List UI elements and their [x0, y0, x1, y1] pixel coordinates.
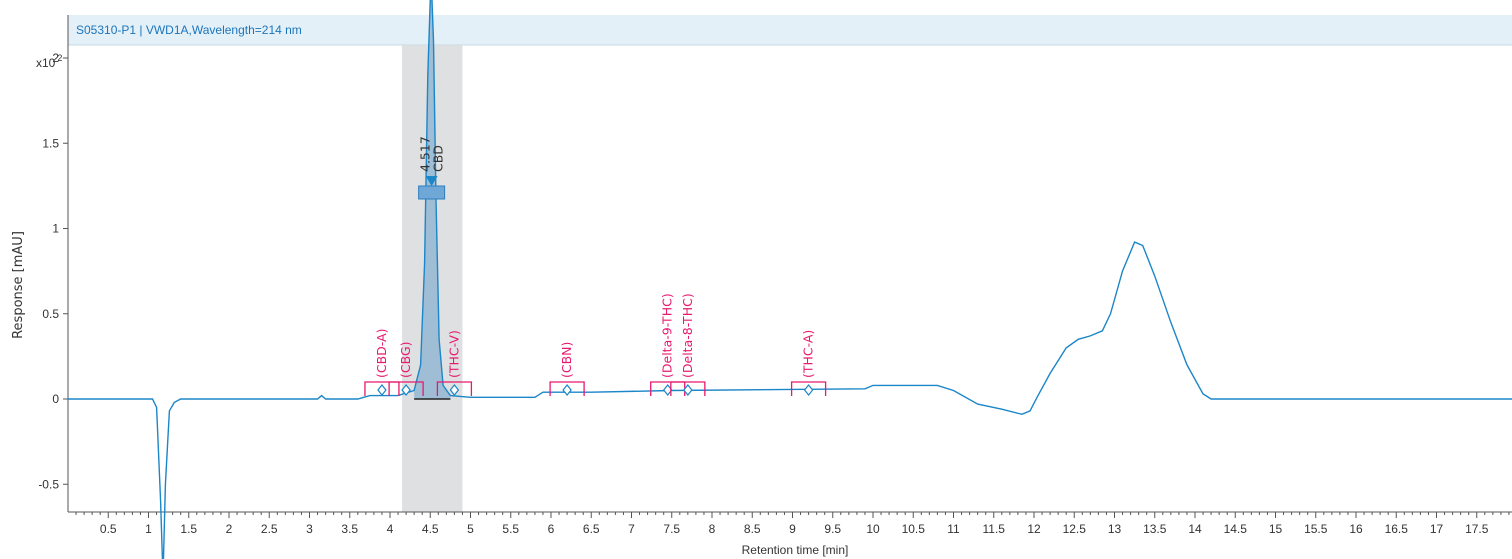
compound-label: (Delta-8-THC) — [680, 293, 695, 378]
x-tick-label: 17 — [1430, 522, 1444, 536]
series-layer — [68, 0, 1512, 559]
y-tick-label: 0 — [52, 392, 59, 406]
x-tick-label: 6.5 — [583, 522, 600, 536]
compound-label: (CBG) — [398, 341, 413, 378]
compound-diamond — [377, 384, 387, 396]
x-tick-label: 8 — [709, 522, 716, 536]
x-tick-label: 4 — [387, 522, 394, 536]
x-tick-label: 2 — [226, 522, 233, 536]
y-tick-label: 2 — [52, 51, 59, 65]
peak-rt-label: 4.517 — [418, 136, 433, 172]
y-tick-label: 1.5 — [42, 136, 59, 150]
x-tick-label: 17.5 — [1465, 522, 1489, 536]
compound-label: (CBN) — [559, 342, 574, 378]
x-tick-label: 4.5 — [422, 522, 439, 536]
x-tick-label: 7.5 — [663, 522, 680, 536]
x-tick-label: 16 — [1349, 522, 1363, 536]
compound-diamond — [401, 384, 411, 396]
x-tick-label: 9.5 — [824, 522, 841, 536]
x-tick-label: 5.5 — [502, 522, 519, 536]
compound-bracket — [388, 381, 424, 396]
x-tick-label: 13 — [1108, 522, 1122, 536]
x-tick-label: 8.5 — [744, 522, 761, 536]
x-tick-label: 11.5 — [983, 522, 1006, 536]
x-ticks: 0.5 1 1.5 2 2.5 3 3.5 4 4.5 5 5.5 6 6.5 7 7.5 8 8.5 9 9.5 1… — [75, 512, 1510, 536]
compound-marker: (CBN) — [549, 342, 585, 396]
title-bar — [68, 15, 1512, 45]
y-tick-label: 0.5 — [42, 307, 59, 321]
compound-marker: (THC-A) — [790, 330, 827, 396]
x-tick-label: 15 — [1269, 522, 1283, 536]
y-multiplier: x10 2 — [36, 53, 62, 70]
x-tick-label: 12 — [1027, 522, 1041, 536]
compound-label: (Delta-9-THC) — [660, 293, 675, 378]
y-multiplier-exponent: 2 — [57, 53, 62, 63]
series-line — [68, 0, 1512, 559]
x-tick-label: 14 — [1188, 522, 1202, 536]
x-tick-label: 16.5 — [1385, 522, 1409, 536]
y-tick-label: -0.5 — [38, 477, 59, 491]
peak-apex-marker — [425, 176, 438, 186]
compound-bracket — [436, 381, 473, 396]
x-tick-label: 3.5 — [341, 522, 358, 536]
x-tick-label: 11 — [947, 522, 960, 536]
peak-apex-box — [418, 185, 446, 200]
x-tick-label: 9 — [789, 522, 796, 536]
compound-diamond — [683, 384, 693, 396]
x-tick-label: 10.5 — [902, 522, 926, 536]
compound-bracket — [670, 381, 706, 396]
x-tick-label: 12.5 — [1063, 522, 1087, 536]
compound-label: (THC-A) — [801, 330, 816, 378]
y-axis-title: Response [mAU] — [11, 231, 26, 339]
compound-marker: (CBD-A) — [364, 329, 400, 396]
x-tick-label: 2.5 — [261, 522, 278, 536]
compound-label: (CBD-A) — [374, 329, 389, 378]
compound-marker: (THC-V) — [436, 330, 473, 396]
compound-markers: (CBD-A) (CBG) (THC-V) (CBN) (Delta-9-THC) (De… — [364, 293, 827, 396]
x-tick-label: 5 — [467, 522, 474, 536]
x-tick-label: 10 — [866, 522, 880, 536]
compound-marker: (CBG) — [388, 341, 424, 396]
compound-marker: (Delta-8-THC) — [670, 293, 706, 396]
compound-bracket — [549, 381, 585, 396]
compound-diamond — [803, 384, 814, 396]
x-tick-label: 0.5 — [100, 522, 117, 536]
compound-bracket — [790, 381, 827, 396]
x-tick-label: 3 — [306, 522, 313, 536]
x-tick-label: 7 — [628, 522, 635, 536]
chart-title: S05310-P1 | VWD1A,Wavelength=214 nm — [76, 23, 302, 37]
x-tick-label: 15.5 — [1304, 522, 1328, 536]
y-multiplier-base: x10 — [36, 56, 56, 70]
y-ticks: -1-0.500.511.522.533.5 — [38, 51, 68, 491]
compound-diamond — [562, 384, 572, 396]
x-tick-label: 1 — [145, 522, 152, 536]
x-tick-label: 1.5 — [180, 522, 197, 536]
x-tick-label: 6 — [548, 522, 555, 536]
x-tick-label: 14.5 — [1224, 522, 1248, 536]
compound-label: (THC-V) — [446, 330, 461, 378]
compound-diamond — [449, 384, 460, 396]
x-axis-title: Retention time [min] — [742, 543, 849, 557]
compound-bracket — [364, 381, 400, 396]
peak-name-label: CBD — [431, 145, 446, 172]
y-tick-label: 1 — [52, 222, 59, 236]
x-tick-label: 13.5 — [1143, 522, 1167, 536]
